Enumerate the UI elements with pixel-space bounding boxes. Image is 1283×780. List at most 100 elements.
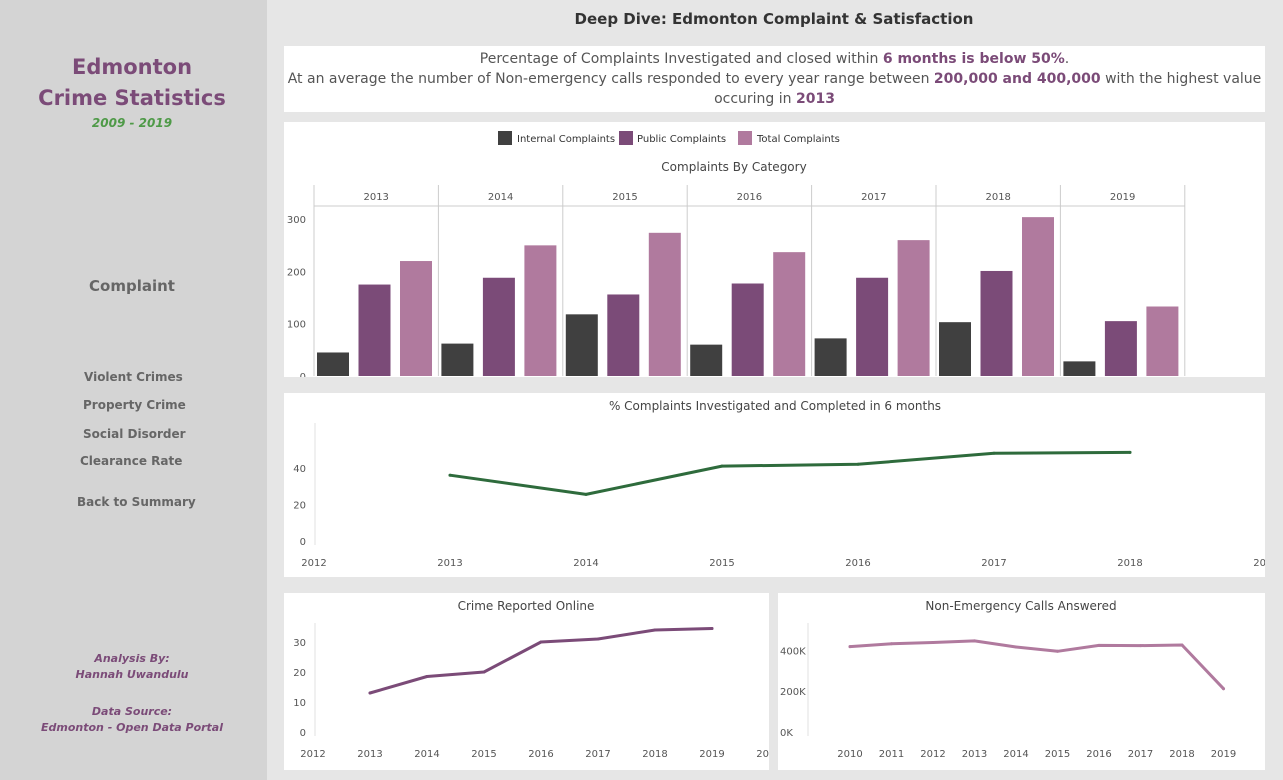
summary-panel: Percentage of Complaints Investigated an… <box>284 46 1265 112</box>
x-tick-label: 2015 <box>471 749 496 760</box>
brand-years: 2009 - 2019 <box>91 116 173 130</box>
nav-violent-crimes[interactable]: Violent Crimes <box>84 370 183 384</box>
data-point <box>931 641 935 644</box>
online-chart-title: Crime Reported Online <box>458 599 595 613</box>
analysis-credit: Analysis By: Hannah Uwandulu <box>0 651 264 683</box>
x-tick-label: 2014 <box>573 558 598 569</box>
series-line <box>448 450 1132 496</box>
y-tick-label: 0 <box>300 728 306 739</box>
legend-swatch-public <box>619 131 633 145</box>
bar-public <box>482 277 515 376</box>
series-line <box>848 639 1225 691</box>
data-point <box>890 642 893 646</box>
section-label: Complaint <box>89 277 175 295</box>
y-tick-label: 200 <box>287 267 306 278</box>
year-header-label: 2014 <box>488 192 513 203</box>
year-header-label: 2017 <box>861 192 886 203</box>
x-tick-label: 2018 <box>642 749 667 760</box>
data-point <box>1056 649 1059 653</box>
bar-total <box>1022 217 1054 376</box>
legend-label-internal: Internal Complaints <box>517 134 615 145</box>
data-point <box>856 462 860 466</box>
x-tick-label: 2019 <box>1253 558 1265 569</box>
y-tick-label: 0 <box>300 537 306 548</box>
x-tick-label: 2013 <box>437 558 462 569</box>
bar-public <box>358 284 391 376</box>
y-tick-label: 20 <box>293 668 306 679</box>
x-tick-label: 2016 <box>845 558 870 569</box>
page-title: Deep Dive: Edmonton Complaint & Satisfac… <box>574 10 974 28</box>
source-label: Data Source: <box>91 705 173 718</box>
source-name: Edmonton - Open Data Portal <box>40 721 223 734</box>
bar-total <box>897 240 930 376</box>
analyst-name: Hannah Uwandulu <box>75 668 189 681</box>
data-point <box>596 637 600 641</box>
bar-public <box>1104 321 1137 376</box>
x-tick-label: 2017 <box>585 749 610 760</box>
data-source-credit: Data Source: Edmonton - Open Data Portal <box>0 704 264 736</box>
calls-chart-title: Non-Emergency Calls Answered <box>925 599 1116 613</box>
data-point <box>710 627 714 630</box>
bar-total <box>1146 306 1179 376</box>
summary-highlight-1: 6 months is below 50% <box>882 51 1065 67</box>
data-point <box>1222 687 1225 691</box>
y-tick-label: 0 <box>300 372 306 377</box>
bar-internal <box>939 322 971 376</box>
summary-line-1: Percentage of Complaints Investigated an… <box>479 51 1070 67</box>
nav-back-to-summary[interactable]: Back to Summary <box>77 495 196 509</box>
percent-chart-title: % Complaints Investigated and Completed … <box>609 399 941 413</box>
x-tick-label: 2013 <box>357 749 382 760</box>
sidebar: Edmonton Crime Statistics 2009 - 2019 Co… <box>0 0 267 780</box>
nav-property-crime[interactable]: Property Crime <box>83 398 186 412</box>
summary-line-2: At an average the number of Non-emergenc… <box>287 71 1262 107</box>
bar-total <box>400 261 432 376</box>
x-tick-label: 2012 <box>301 558 326 569</box>
online-line-panel: Crime Reported Online 0 10 20 30 2012 2013 201… <box>284 593 782 770</box>
year-header-label: 2016 <box>737 192 762 203</box>
bar-public <box>607 294 640 376</box>
bar-internal <box>1063 361 1096 376</box>
legend-label-public: Public Complaints <box>637 134 726 145</box>
x-tick-label: 2019 <box>1211 749 1236 760</box>
x-tick-label: 2019 <box>699 749 724 760</box>
bar-chart-title: Complaints By Category <box>661 160 806 174</box>
data-point <box>1180 643 1184 647</box>
year-header-label: 2015 <box>612 192 637 203</box>
data-point <box>1139 644 1142 648</box>
data-point <box>992 451 996 455</box>
data-point <box>425 675 429 678</box>
y-tick-label: 40 <box>293 464 306 475</box>
bar-internal <box>814 338 847 376</box>
nav-clearance-rate[interactable]: Clearance Rate <box>80 454 183 468</box>
bar-total <box>773 252 806 376</box>
data-point <box>368 691 372 695</box>
nav-social-disorder[interactable]: Social Disorder <box>83 427 186 441</box>
summary-highlight-year: 2013 <box>795 91 835 107</box>
data-point <box>1128 450 1132 454</box>
y-tick-label: 100 <box>287 320 306 331</box>
complaints-bar-panel: Internal Complaints Public Complaints To… <box>284 122 1265 383</box>
data-point <box>848 645 852 649</box>
online-line-chart: Crime Reported Online 0 10 20 30 2012 2013 201… <box>293 599 781 760</box>
brand-line-1: Edmonton <box>71 55 193 79</box>
percent-line-chart: % Complaints Investigated and Completed … <box>293 399 1278 569</box>
x-tick-label: 2016 <box>528 749 553 760</box>
data-point <box>653 628 657 632</box>
bar-internal <box>565 314 598 376</box>
y-tick-label: 300 <box>287 215 306 226</box>
bar-total <box>524 245 557 376</box>
legend-label-total: Total Complaints <box>756 134 840 145</box>
bar-internal <box>690 344 723 376</box>
x-tick-label: 2018 <box>1169 749 1194 760</box>
bar-public <box>856 277 889 376</box>
bar-public <box>731 283 764 376</box>
bar-internal <box>317 352 349 376</box>
x-tick-label: 2017 <box>1128 749 1153 760</box>
x-tick-label: 2010 <box>837 749 862 760</box>
data-point <box>1014 645 1018 649</box>
y-tick-label: 20 <box>293 500 306 511</box>
x-tick-label: 2012 <box>920 749 945 760</box>
x-tick-label: 2020 <box>756 749 769 760</box>
x-tick-label: 2014 <box>1003 749 1028 760</box>
x-tick-label: 2013 <box>962 749 987 760</box>
